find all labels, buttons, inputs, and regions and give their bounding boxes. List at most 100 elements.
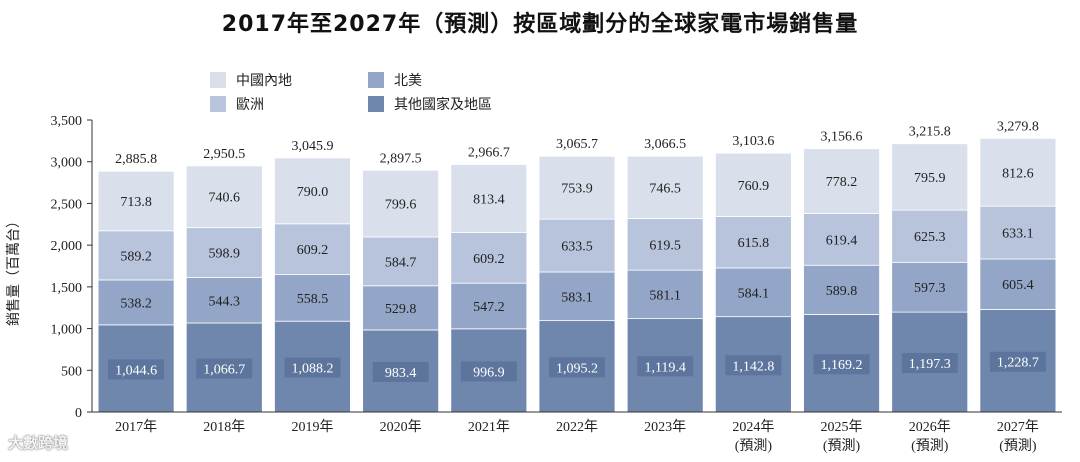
x-tick-sublabel: (預測) xyxy=(735,438,773,454)
data-label: 813.4 xyxy=(473,192,505,207)
y-tick-label: 3,500 xyxy=(51,114,83,129)
data-label: 605.4 xyxy=(1002,278,1034,293)
bar-segment xyxy=(714,152,792,217)
bar-segment xyxy=(185,165,263,229)
x-tick-label: 2025年 xyxy=(821,419,863,435)
data-label: 1,095.2 xyxy=(556,361,598,376)
data-label: 1,119.4 xyxy=(644,360,685,375)
data-label: 812.6 xyxy=(1002,166,1034,181)
data-label: 633.1 xyxy=(1002,227,1034,242)
data-label-box xyxy=(196,358,253,379)
data-label: 598.9 xyxy=(209,247,241,262)
bar-segment xyxy=(362,285,440,331)
bar-segment xyxy=(274,274,351,322)
x-tick-label: 2026年 xyxy=(909,419,951,435)
x-tick-label: 2023年 xyxy=(644,419,686,435)
data-label: 790.0 xyxy=(297,185,329,200)
bar-segment xyxy=(362,169,440,238)
total-label: 2,966.7 xyxy=(468,145,510,160)
data-label: 760.9 xyxy=(738,179,770,194)
legend-swatch xyxy=(210,96,226,112)
total-label: 3,156.6 xyxy=(821,130,863,145)
x-tick-label: 2017年 xyxy=(115,419,157,435)
data-label: 799.6 xyxy=(385,198,417,213)
data-label: 609.2 xyxy=(473,252,505,267)
data-label-box xyxy=(725,355,782,376)
data-label: 544.3 xyxy=(209,294,241,309)
bar-segment xyxy=(626,155,704,219)
bar-segment xyxy=(538,271,616,322)
data-label: 589.8 xyxy=(826,284,858,299)
bar-segment xyxy=(803,148,880,214)
x-tick-label: 2024年 xyxy=(732,419,774,435)
total-label: 3,045.9 xyxy=(291,139,333,154)
bar-segment xyxy=(274,223,351,276)
data-label: 1,088.2 xyxy=(291,362,333,377)
data-label: 795.9 xyxy=(914,171,946,186)
bar-segment xyxy=(891,143,969,211)
data-label: 583.1 xyxy=(561,290,593,305)
data-label-box xyxy=(813,354,870,375)
legend-swatch xyxy=(368,72,384,88)
data-label: 529.8 xyxy=(385,302,417,317)
legend-swatch xyxy=(368,96,384,112)
bar-segment xyxy=(362,236,440,287)
bar-segment xyxy=(626,218,704,271)
data-label: 753.9 xyxy=(561,182,593,197)
total-label: 2,885.8 xyxy=(115,152,157,167)
y-axis-label: 銷售量（百萬台） xyxy=(6,214,22,326)
legend-label: 其他國家及地區 xyxy=(394,96,492,113)
data-label-box xyxy=(372,361,429,382)
data-label: 589.2 xyxy=(120,249,152,264)
x-tick-label: 2021年 xyxy=(468,419,510,435)
total-label: 3,215.8 xyxy=(909,125,951,140)
data-label: 778.2 xyxy=(826,175,858,190)
data-label: 996.9 xyxy=(473,365,505,380)
data-label: 619.4 xyxy=(826,233,858,248)
data-label: 740.6 xyxy=(209,191,241,206)
data-label: 633.5 xyxy=(561,240,593,255)
bar-segment xyxy=(979,137,1057,207)
data-label: 746.5 xyxy=(649,181,681,196)
bar-segment xyxy=(97,170,175,232)
x-tick-label: 2020年 xyxy=(380,419,422,435)
chart-title: 2017年至2027年（預測）按區域劃分的全球家電市場銷售量 xyxy=(221,12,859,37)
bar-segment xyxy=(538,218,616,273)
data-label: 1,169.2 xyxy=(821,358,863,373)
bar-segment xyxy=(891,209,969,263)
x-tick-label: 2022年 xyxy=(556,419,598,435)
x-tick-sublabel: (預測) xyxy=(911,438,949,454)
bar-segment xyxy=(538,155,616,220)
data-label: 538.2 xyxy=(120,296,152,311)
bar-segment xyxy=(450,282,528,330)
bar-segment xyxy=(185,227,263,278)
bar-segment xyxy=(979,258,1057,310)
bars-group: 1,044.6 538.2 589.2 713.8 2,885.8 1,066.7 544.… xyxy=(97,119,1057,413)
data-label: 584.7 xyxy=(385,255,417,270)
data-label: 1,142.8 xyxy=(732,359,774,374)
data-label-box xyxy=(460,361,517,382)
data-label: 625.3 xyxy=(914,230,946,245)
data-label: 1,228.7 xyxy=(997,356,1039,371)
data-label-box xyxy=(637,356,694,377)
data-label: 1,197.3 xyxy=(909,357,951,372)
total-label: 3,066.5 xyxy=(644,137,686,152)
y-tick-label: 500 xyxy=(61,364,82,379)
bar-segment xyxy=(626,269,704,320)
x-tick-label: 2018年 xyxy=(203,419,245,435)
legend-label: 歐洲 xyxy=(236,97,264,113)
data-label: 558.5 xyxy=(297,292,329,307)
bar-segment xyxy=(803,264,880,315)
bar-segment xyxy=(714,267,792,318)
total-label: 2,897.5 xyxy=(380,151,422,166)
total-label: 2,950.5 xyxy=(203,147,245,162)
data-label: 983.4 xyxy=(385,366,417,381)
axes: 0 500 1,000 1,500 2,000 2,500 3,000 3,500 2017年 2… xyxy=(51,114,1062,454)
data-label-box xyxy=(549,357,605,378)
bar-segment xyxy=(450,231,528,284)
legend-label: 中國內地 xyxy=(236,73,292,89)
bar-segment xyxy=(979,205,1057,260)
total-label: 3,279.8 xyxy=(997,119,1039,134)
